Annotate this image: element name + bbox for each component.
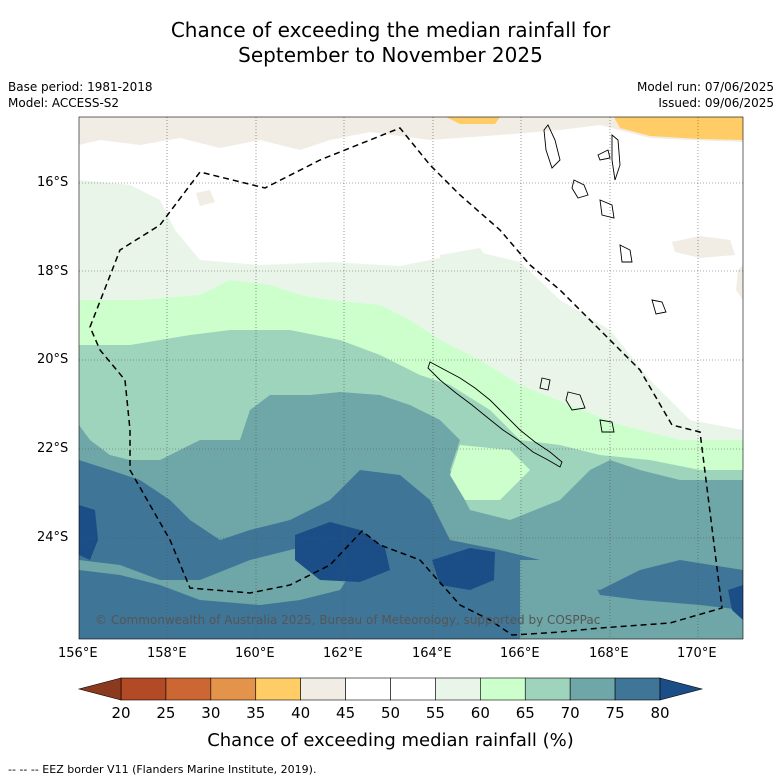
meta-right: Model run: 07/06/2025 Issued: 09/06/2025 xyxy=(637,79,774,111)
meta-left: Base period: 1981-2018 Model: ACCESS-S2 xyxy=(8,79,153,111)
colorbar-cell xyxy=(614,677,661,701)
band-40-45-right2 xyxy=(736,265,743,300)
band-65-70-island xyxy=(150,388,240,440)
colorbar-cell xyxy=(165,677,212,701)
colorbar-tick-label: 30 xyxy=(201,704,221,722)
band-70-75-right xyxy=(520,560,743,639)
band-40-45-top xyxy=(79,117,743,150)
colorbar-tick-label: 70 xyxy=(560,704,580,722)
vanuatu-coast-7 xyxy=(651,299,667,315)
lat-label: 24°S xyxy=(37,530,69,545)
band-70-75-island xyxy=(79,540,360,605)
colorbar-cell xyxy=(255,677,301,701)
eez-footnote: -- -- -- EEZ border V11 (Flanders Marine… xyxy=(8,763,317,776)
lon-label: 166°E xyxy=(500,646,540,661)
colorbar-cell xyxy=(524,677,571,701)
map-frame xyxy=(78,116,744,640)
loyalty-island-3 xyxy=(599,419,615,433)
colorbar-cell xyxy=(210,677,257,701)
lat-label: 16°S xyxy=(37,175,69,190)
lon-label: 170°E xyxy=(677,646,717,661)
colorbar-right-arrow xyxy=(659,677,704,701)
lat-label: 20°S xyxy=(37,352,69,367)
colorbar-tick-label: 45 xyxy=(336,704,356,722)
lon-label: 168°E xyxy=(589,646,629,661)
colorbar-tick-label: 60 xyxy=(470,704,490,722)
colorbar-tick-label: 55 xyxy=(425,704,445,722)
colorbar-cell xyxy=(345,677,391,701)
colorbar-cells xyxy=(120,677,661,701)
colorbar-cell xyxy=(480,677,526,701)
colorbar-title: Chance of exceeding median rainfall (%) xyxy=(207,730,574,751)
graticule xyxy=(79,117,743,639)
colorbar-tick-label: 65 xyxy=(515,704,535,722)
colorbar-tick-label: 40 xyxy=(291,704,311,722)
map-title-line2: September to November 2025 xyxy=(238,43,543,67)
lat-label: 18°S xyxy=(37,264,69,279)
model-run: Model run: 07/06/2025 xyxy=(636,80,774,94)
coastlines xyxy=(427,124,667,468)
colorbar-tick-label: 80 xyxy=(650,704,670,722)
lon-label: 160°E xyxy=(235,646,275,661)
colorbar-tick-label: 35 xyxy=(246,704,266,722)
colorbar-tick-label: 75 xyxy=(605,704,625,722)
colorbar xyxy=(77,677,704,701)
lon-label: 156°E xyxy=(58,646,98,661)
vanuatu-coast-5 xyxy=(599,199,615,219)
colorbar-cell xyxy=(120,677,167,701)
band-80-plus-a xyxy=(295,522,390,582)
colorbar-cell xyxy=(569,677,616,701)
vanuatu-coast-3 xyxy=(571,179,589,199)
band-55-60-b xyxy=(440,248,495,292)
colorbar-tick-label: 20 xyxy=(111,704,131,722)
colorbar-cell xyxy=(435,677,481,701)
colorbar-tick-label: 50 xyxy=(380,704,401,722)
map-title: Chance of exceeding the median rainfall … xyxy=(0,18,781,68)
issued-date: Issued: 09/06/2025 xyxy=(658,96,774,110)
vanuatu-coast-2 xyxy=(597,149,611,161)
colorbar-cell xyxy=(300,677,346,701)
colorbar-left-arrow xyxy=(77,677,122,701)
eez-border xyxy=(89,127,723,636)
base-period: Base period: 1981-2018 xyxy=(8,80,153,94)
model-name: Model: ACCESS-S2 xyxy=(8,96,120,110)
lat-label: 22°S xyxy=(37,441,69,456)
band-35-40-a xyxy=(614,117,743,140)
band-35-40-b xyxy=(446,117,500,124)
copyright-notice: © Commonwealth of Australia 2025, Bureau… xyxy=(95,613,601,627)
band-80-plus-c xyxy=(79,505,98,560)
new-caledonia-coast xyxy=(427,361,563,468)
rainfall-field xyxy=(79,117,743,639)
loyalty-island-2 xyxy=(565,391,586,411)
band-40-45-small xyxy=(196,190,215,206)
vanuatu-coast-6 xyxy=(619,244,633,263)
band-80-plus-d xyxy=(728,585,743,620)
vanuatu-coast-1 xyxy=(543,124,561,169)
vanuatu-coast-4 xyxy=(611,134,621,181)
band-65-70-patch xyxy=(270,330,320,360)
colorbar-tick-label: 25 xyxy=(156,704,176,722)
lon-label: 158°E xyxy=(147,646,187,661)
colorbar-cell xyxy=(390,677,436,701)
lon-label: 162°E xyxy=(323,646,363,661)
band-80-plus-b xyxy=(432,548,495,590)
band-60-65-island xyxy=(450,445,530,500)
loyalty-island-1 xyxy=(539,377,551,391)
band-40-45-right xyxy=(672,236,735,258)
lon-label: 164°E xyxy=(412,646,452,661)
map-title-line1: Chance of exceeding the median rainfall … xyxy=(170,18,611,42)
